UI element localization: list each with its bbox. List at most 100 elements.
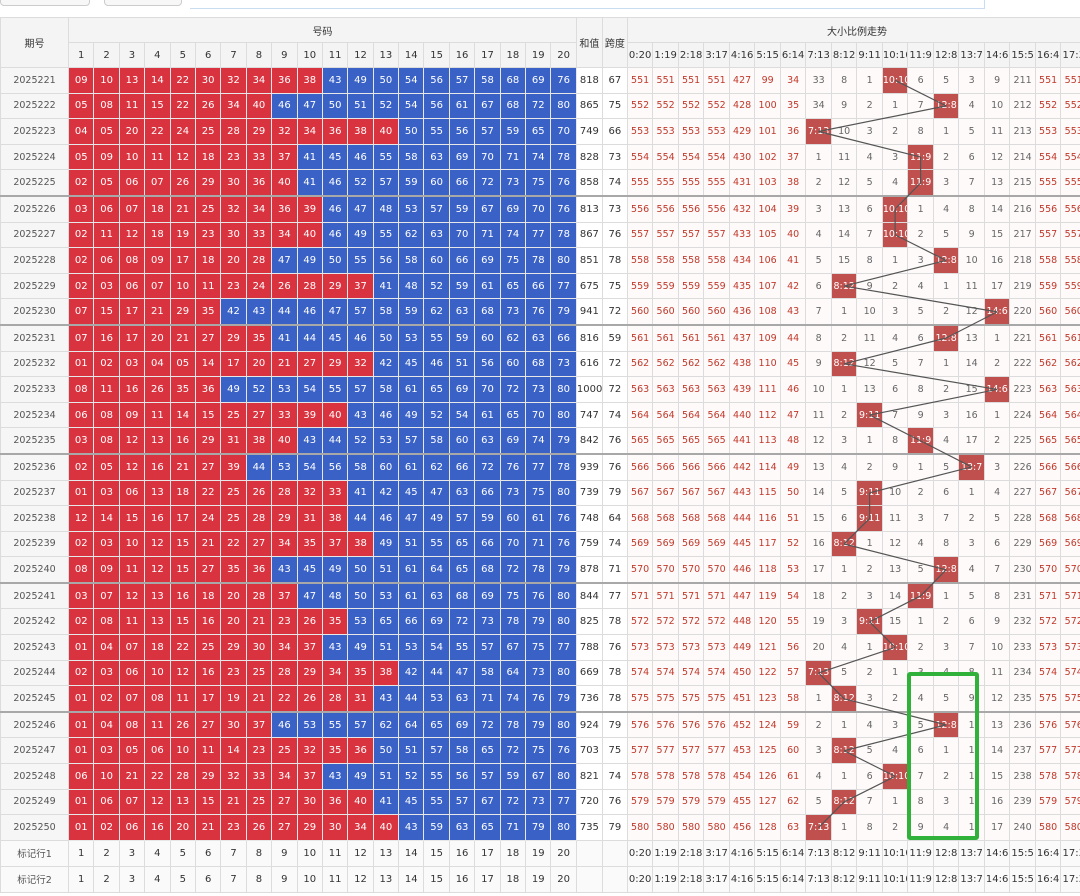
drawn-number: 60: [423, 247, 450, 274]
trend-miss: 557: [652, 221, 679, 249]
period: 2025232: [0, 350, 69, 378]
drawn-number: 40: [245, 92, 273, 120]
drawn-number: 63: [423, 221, 450, 249]
trend-miss: 551: [626, 67, 654, 94]
trend-miss: 448: [728, 608, 756, 636]
period: 2025225: [0, 169, 69, 197]
span: 75: [601, 737, 628, 765]
drawn-number: 66: [550, 324, 577, 352]
toolbar-button[interactable]: [0, 0, 90, 6]
drawn-number: 72: [525, 92, 552, 120]
drawn-number: 21: [169, 324, 196, 352]
drawn-number: 09: [67, 67, 95, 94]
drawn-number: 02: [67, 169, 95, 197]
trend-miss: 15: [881, 608, 909, 636]
trend-miss: 552: [626, 92, 654, 120]
drawn-number: 12: [144, 556, 171, 584]
drawn-number: 54: [423, 634, 450, 661]
trend-miss: 574: [703, 659, 730, 687]
drawn-number: 69: [474, 247, 501, 274]
trend-miss: 227: [1009, 479, 1036, 507]
trend-miss: 6: [907, 324, 934, 352]
drawn-number: 58: [372, 376, 400, 403]
footer-trend: 6:14: [779, 865, 807, 893]
trend-miss: 10: [805, 376, 832, 403]
drawn-number: 02: [67, 272, 95, 300]
footer-trend: 11:9: [907, 865, 934, 893]
footer-trend: 2:18: [677, 839, 705, 867]
trend-miss: 14: [830, 221, 858, 249]
data-row: 2025239 02 03 10 12 15 21 22 27 34 35 37 38 49 51 55 65 6…: [0, 530, 1080, 558]
period: 2025242: [0, 608, 69, 636]
trend-miss: 109: [754, 324, 781, 352]
number-col-header: 17: [474, 42, 501, 68]
trend-miss: 555: [1060, 169, 1080, 197]
trend-hit: 8:12: [830, 788, 858, 816]
drawn-number: 25: [220, 505, 247, 532]
drawn-number: 26: [245, 479, 273, 507]
trend-miss: 577: [677, 737, 705, 765]
footer-trend: 10:10: [881, 839, 909, 867]
trend-miss: 16: [983, 247, 1011, 274]
number-col-header: 1: [67, 42, 95, 68]
drawn-number: 16: [144, 453, 171, 481]
trend-miss: 3: [907, 247, 934, 274]
number-col-header: 18: [499, 42, 527, 68]
trend-miss: 576: [703, 711, 730, 739]
toolbar-button[interactable]: [104, 0, 182, 6]
footer-number: 16: [448, 839, 476, 867]
sum: 941: [575, 298, 603, 326]
sum: 736: [575, 685, 603, 713]
trend-miss: 3: [856, 118, 883, 145]
period: 2025222: [0, 92, 69, 120]
sum: 818: [575, 67, 603, 94]
drawn-number: 36: [271, 67, 298, 94]
drawn-number: 46: [372, 401, 400, 429]
footer-number: 1: [67, 839, 95, 867]
trend-miss: 551: [703, 67, 730, 94]
trend-miss: 1: [830, 711, 858, 739]
drawn-number: 57: [423, 195, 450, 223]
trend-miss: 555: [626, 169, 654, 197]
drawn-number: 54: [448, 401, 476, 429]
trend-miss: 4: [856, 143, 883, 171]
trend-miss: 562: [1060, 350, 1080, 378]
footer-number: 9: [271, 865, 298, 893]
footer-trend: 12:8: [932, 865, 960, 893]
drawn-number: 58: [347, 453, 374, 481]
drawn-number: 21: [245, 685, 273, 713]
trend-miss: 14: [805, 479, 832, 507]
sum: 748: [575, 505, 603, 532]
trend-miss: 562: [703, 350, 730, 378]
footer-number: 8: [245, 865, 273, 893]
drawn-number: 17: [118, 298, 146, 326]
span: 76: [601, 634, 628, 661]
trend-hit: 11:9: [907, 427, 934, 455]
trend-miss: 573: [703, 634, 730, 661]
span: 73: [601, 143, 628, 171]
data-row: 2025238 12 14 15 16 17 24 25 28 29 31 38 44 46 47 49 57 5…: [0, 505, 1080, 532]
drawn-number: 49: [321, 556, 349, 584]
drawn-number: 44: [296, 324, 323, 352]
sum: 749: [575, 118, 603, 145]
drawn-number: 21: [220, 788, 247, 816]
drawn-number: 57: [474, 634, 501, 661]
drawn-number: 80: [550, 814, 577, 841]
drawn-number: 75: [525, 737, 552, 765]
drawn-number: 11: [144, 143, 171, 171]
trend-miss: 11: [881, 505, 909, 532]
footer-number: 10: [296, 839, 323, 867]
sum: 924: [575, 711, 603, 739]
trend-miss: 4: [830, 453, 858, 481]
span: 78: [601, 659, 628, 687]
trend-miss: 53: [779, 556, 807, 584]
drawn-number: 76: [550, 505, 577, 532]
drawn-number: 02: [67, 608, 95, 636]
data-row: 2025235 03 08 12 13 16 29 31 38 40 43 44 52 53 57 58 60 6…: [0, 427, 1080, 455]
drawn-number: 04: [144, 350, 171, 378]
trend-miss: 233: [1009, 634, 1036, 661]
trend-miss: 9: [983, 67, 1011, 94]
trend-miss: 3: [830, 608, 858, 636]
trend-miss: 60: [779, 737, 807, 765]
drawn-number: 69: [448, 711, 476, 739]
